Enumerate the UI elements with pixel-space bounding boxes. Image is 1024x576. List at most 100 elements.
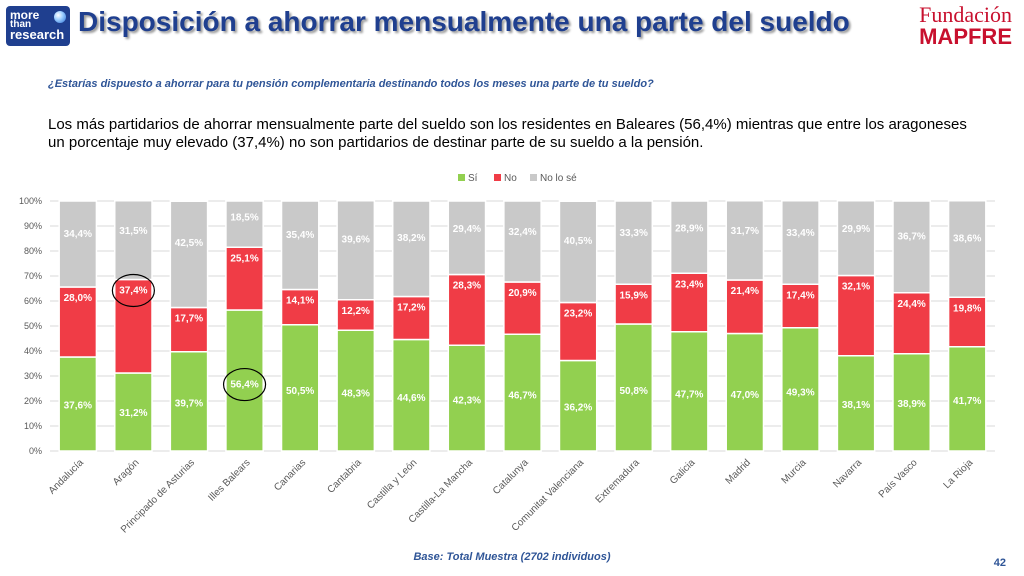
data-label: 35,4% [286,230,314,241]
category-label: Murcia [780,457,809,486]
category-label: La Rioja [942,457,976,491]
data-label: 15,9% [619,290,647,301]
fundacion-mapfre-logo: Fundación MAPFRE [919,4,1012,48]
bar-segment [558,301,598,362]
bar-segment [947,200,987,298]
data-label: 36,7% [897,232,925,243]
bar-segment [447,344,487,452]
data-label: 37,4% [119,286,147,297]
data-label: 17,7% [175,314,203,325]
legend-swatch [530,174,537,181]
y-tick-label: 80% [24,246,42,256]
bar-segment [114,278,153,374]
legend-swatch [458,174,465,181]
data-label: 21,4% [731,286,759,297]
page-number: 42 [993,557,1006,569]
data-label: 50,8% [619,386,647,397]
data-label: 50,5% [286,386,314,397]
data-label: 48,3% [342,389,370,400]
y-tick-label: 100% [19,196,42,206]
category-label: Castilla y León [365,457,419,511]
bar-segment [669,200,709,274]
data-label: 38,1% [842,400,870,411]
brand-line-1: Fundación [919,2,1012,27]
data-label: 40,5% [564,236,592,247]
bar-segment [58,200,98,288]
data-label: 32,4% [508,227,536,238]
data-label: 31,7% [731,226,759,237]
data-label: 39,7% [175,398,203,409]
data-label: 36,2% [564,402,592,413]
bar-segment [669,331,709,452]
data-label: 28,9% [675,223,703,234]
stacked-bar-chart: 0% 10% 20% 30% 40% 50% 60% 70% 80% 90% 100% 37,6% 28… [19,173,995,535]
category-label: País Vasco [877,457,920,500]
highlight-circle [222,367,267,402]
data-label: 47,7% [675,389,703,400]
y-tick-label: 70% [24,271,42,281]
data-label: 29,9% [842,224,870,235]
bar-segment [391,200,431,298]
bar-segment [58,356,98,452]
data-label: 34,4% [64,229,92,240]
data-label: 49,3% [786,388,814,399]
category-label: Galicia [668,457,698,487]
bar-segment [391,338,431,452]
bar-segment [558,200,598,304]
data-label: 31,2% [119,408,147,419]
summary-text: Los más partidarios de ahorrar mensualme… [48,116,967,151]
bar-segment [280,324,320,452]
data-label: 17,4% [786,290,814,301]
data-label: 23,4% [675,279,703,290]
y-tick-label: 10% [24,421,42,431]
brand-line-2: MAPFRE [919,24,1012,49]
data-label: 39,6% [342,234,370,245]
bar-segment [614,323,654,452]
bar-segment [614,200,654,285]
category-label: Extremadura [594,457,643,506]
data-label: 31,5% [119,226,147,237]
bar-segment [892,200,931,294]
y-tick-label: 40% [24,346,42,356]
bar-segment [558,359,598,452]
data-label: 17,2% [397,303,425,314]
data-label: 56,4% [230,380,258,391]
bar-segment [447,273,487,346]
legend-label: Sí [468,173,478,184]
data-label: 33,4% [786,228,814,239]
bar-segment [614,283,654,325]
category-label: Navarra [831,457,864,490]
globe-icon [54,11,66,23]
data-label: 46,7% [508,390,536,401]
bar-segment [836,200,876,277]
bar-segment [225,200,264,248]
data-label: 24,4% [897,299,925,310]
data-label: 18,5% [230,212,258,223]
legend-label: No [504,173,517,184]
logo-line-1: more [10,8,40,22]
y-tick-label: 90% [24,221,42,231]
data-label: 29,4% [453,224,481,235]
bar-segment [725,200,765,281]
data-label: 42,3% [453,395,481,406]
data-label: 44,6% [397,393,425,404]
more-than-research-logo: more than research [6,6,70,46]
survey-question: ¿Estarías dispuesto a ahorrar para tu pe… [48,78,654,90]
data-label: 28,0% [64,293,92,304]
y-tick-label: 60% [24,296,42,306]
bar-segment [725,279,765,335]
highlight-circle [111,273,155,308]
bar-segment [280,288,320,326]
y-tick-label: 50% [24,321,42,331]
y-tick-label: 30% [24,371,42,381]
y-tick-label: 0% [29,446,42,456]
category-label: Madrid [724,457,753,486]
bar-segment [58,286,98,358]
data-label: 38,2% [397,233,425,244]
bar-segment [114,372,153,452]
category-label: Cantabria [325,457,364,496]
data-label: 41,7% [953,396,981,407]
bar-segment [781,200,820,285]
data-label: 28,3% [453,281,481,292]
legend-label: No lo sé [540,173,577,184]
